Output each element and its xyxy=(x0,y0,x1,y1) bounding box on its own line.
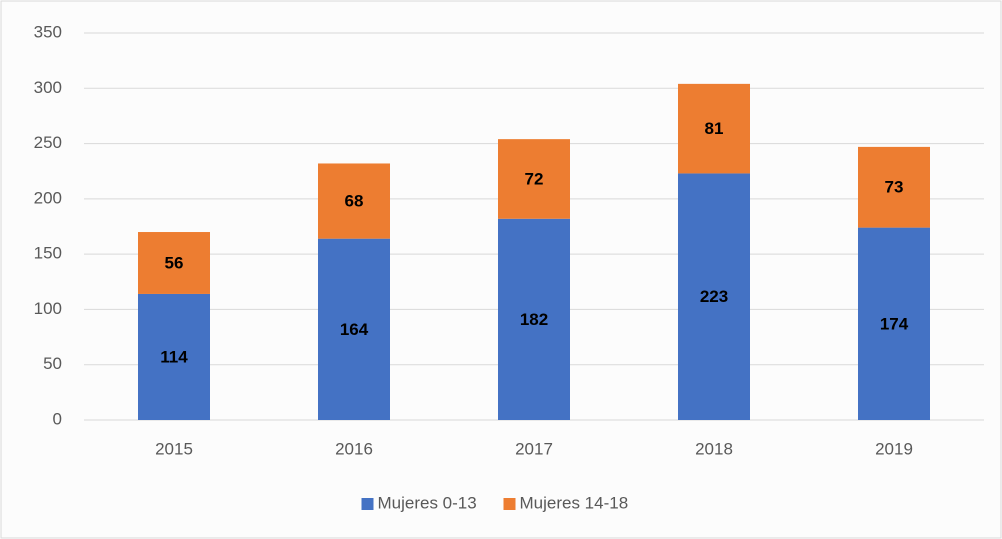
data-label: 182 xyxy=(520,310,548,329)
bar xyxy=(318,163,390,239)
data-label: 174 xyxy=(880,314,909,333)
data-label: 68 xyxy=(345,192,364,211)
y-tick-label: 50 xyxy=(43,354,62,373)
y-tick-label: 200 xyxy=(34,188,62,207)
data-label: 56 xyxy=(165,253,184,272)
bar xyxy=(678,173,750,420)
legend-swatch xyxy=(361,498,374,510)
x-tick-label: 2015 xyxy=(155,439,193,458)
bar xyxy=(498,139,570,219)
bar xyxy=(858,146,930,228)
data-label: 81 xyxy=(705,119,724,138)
data-label: 164 xyxy=(340,320,369,339)
legend-label: Mujeres 14-18 xyxy=(520,493,629,512)
legend-label: Mujeres 0-13 xyxy=(378,493,477,512)
data-label: 114 xyxy=(160,347,188,366)
bar xyxy=(498,218,570,420)
x-tick-label: 2016 xyxy=(335,439,373,458)
bar xyxy=(678,83,750,174)
bar xyxy=(138,232,210,294)
bar xyxy=(858,227,930,420)
data-label: 72 xyxy=(525,169,544,188)
y-tick-label: 250 xyxy=(34,133,62,152)
x-tick-label: 2019 xyxy=(875,439,913,458)
x-tick-label: 2017 xyxy=(515,439,553,458)
y-tick-label: 150 xyxy=(34,244,62,263)
y-tick-label: 100 xyxy=(34,299,62,318)
y-tick-label: 0 xyxy=(53,409,62,428)
bar xyxy=(318,238,390,420)
data-label: 73 xyxy=(885,178,904,197)
y-tick-label: 350 xyxy=(34,22,62,41)
legend-swatch xyxy=(503,498,516,510)
bar xyxy=(138,293,210,420)
x-tick-label: 2018 xyxy=(695,439,733,458)
y-tick-label: 300 xyxy=(34,78,62,97)
data-label: 223 xyxy=(700,287,728,306)
